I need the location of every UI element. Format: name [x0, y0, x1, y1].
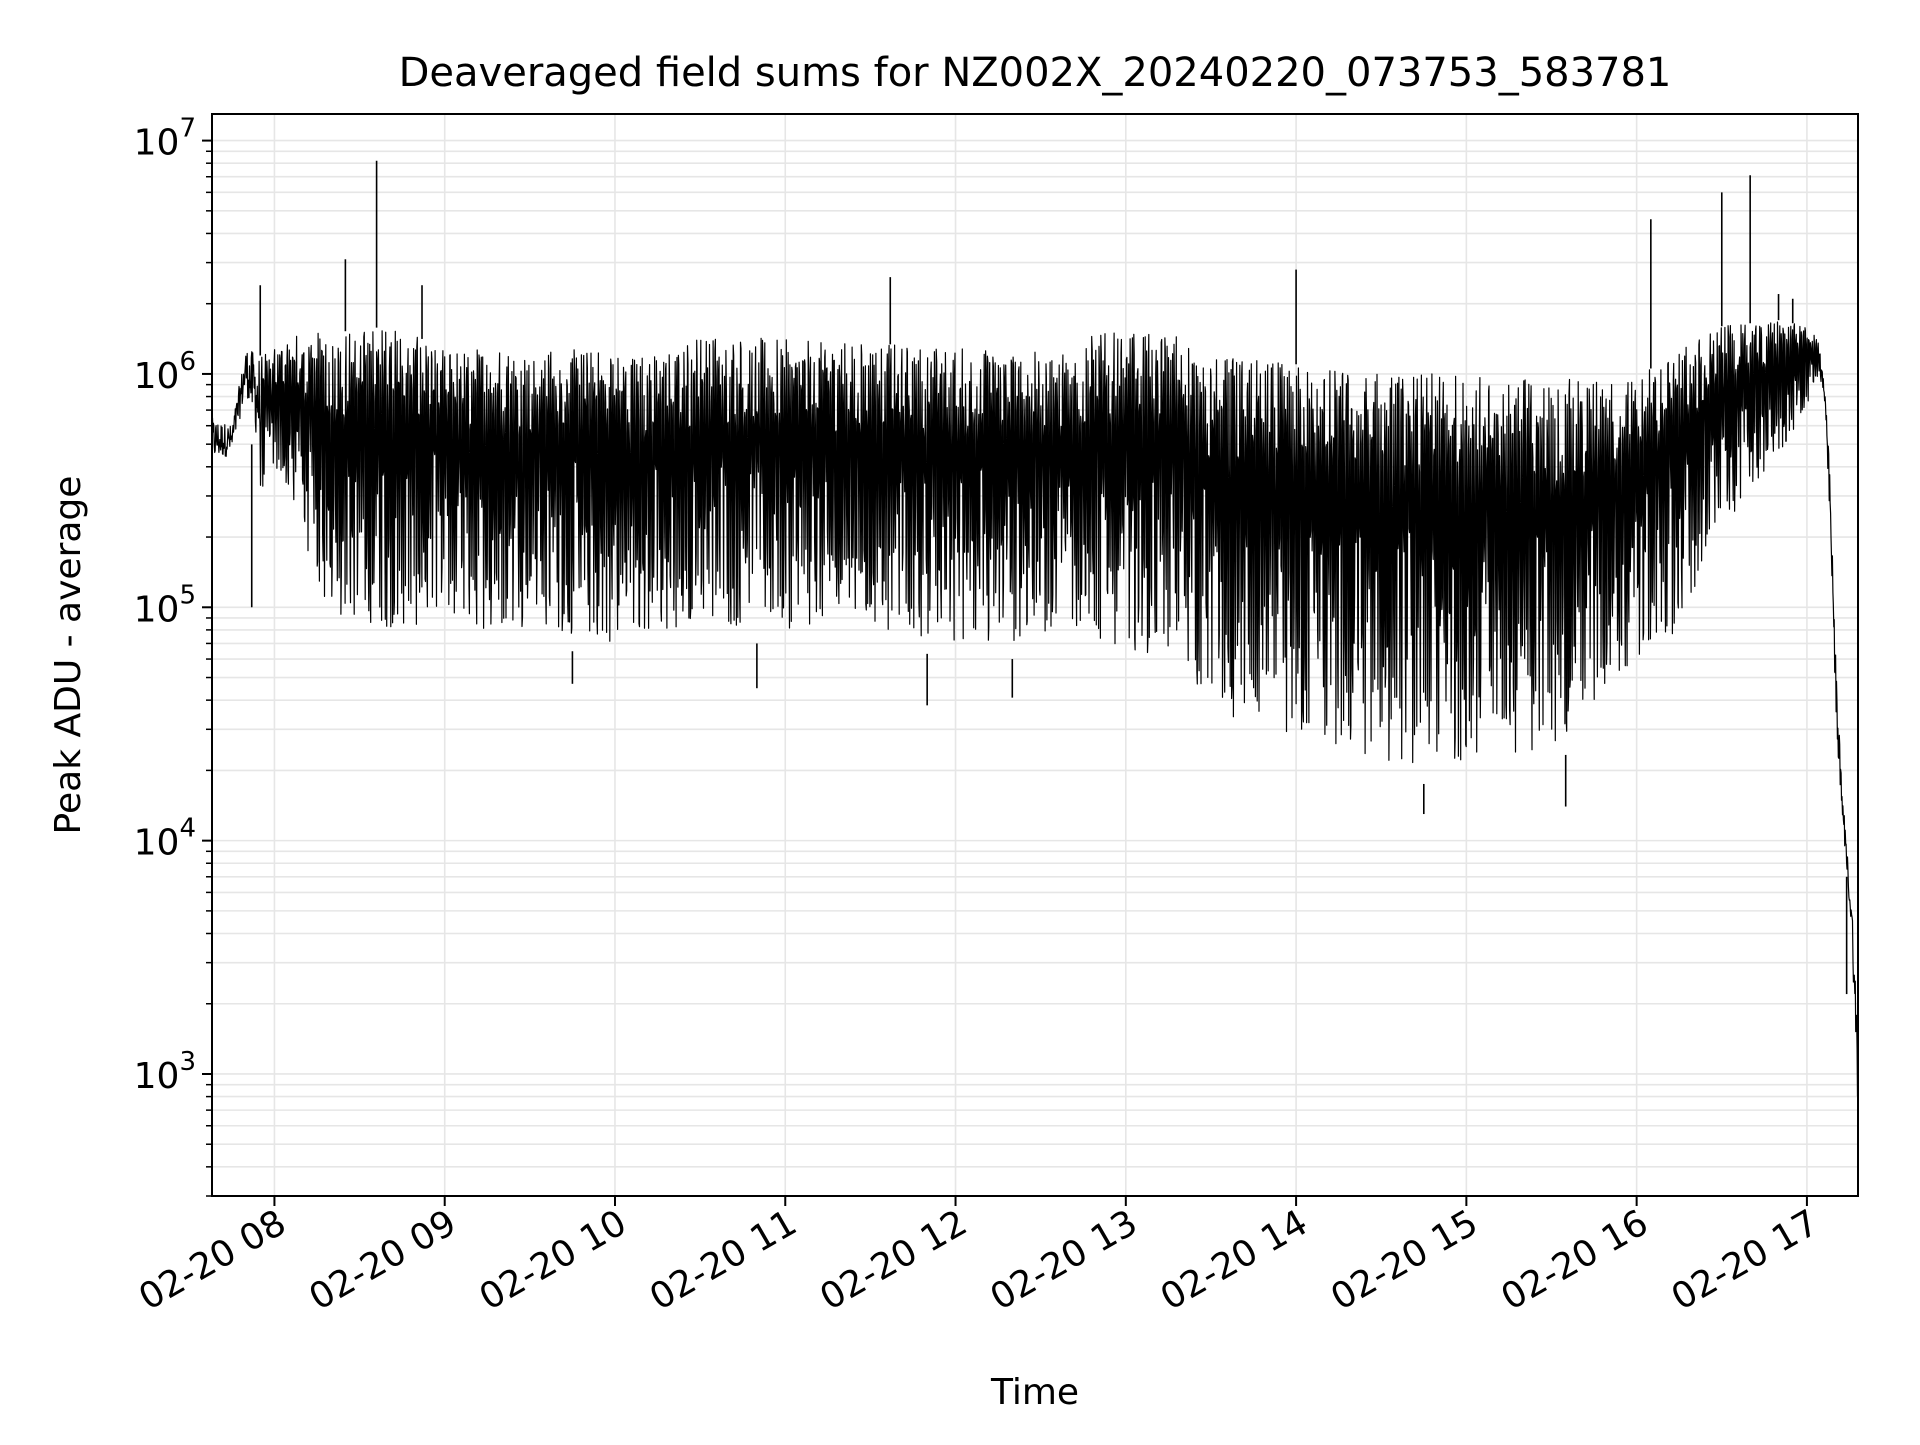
x-axis-label: Time [990, 1372, 1079, 1413]
y-tick-label: 107 [134, 114, 196, 164]
y-tick-label: 103 [134, 1047, 196, 1097]
y-axis-label: Peak ADU - average [48, 476, 89, 835]
grid-lines [212, 114, 1858, 1197]
data-series [211, 160, 1859, 1097]
plot-frame [211, 113, 1859, 1197]
y-tick-label: 104 [134, 814, 196, 864]
y-tick-label: 106 [134, 347, 196, 397]
chart-title: Deaveraged field sums for NZ002X_2024022… [399, 50, 1672, 96]
series-line [211, 321, 1859, 1097]
y-tick-label: 105 [134, 580, 196, 630]
